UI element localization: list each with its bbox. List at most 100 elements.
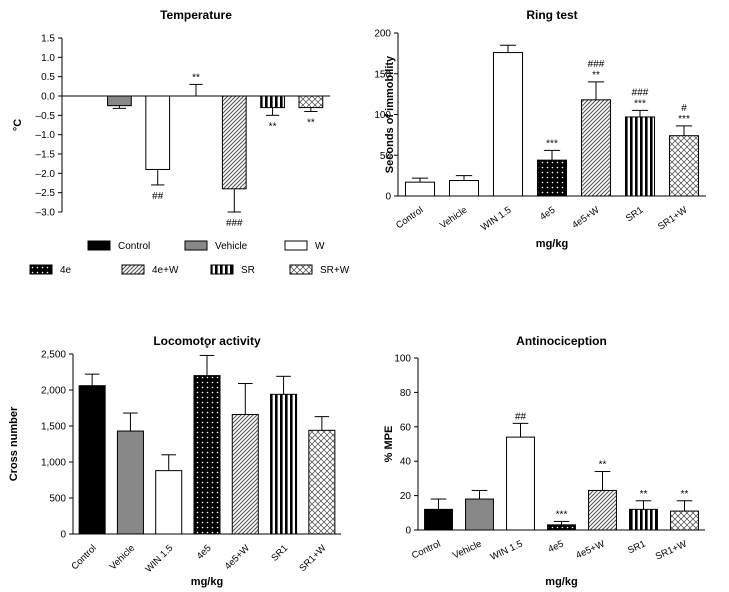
significance-label-sr1: **	[640, 489, 648, 500]
x-category-label-sr1: SR1	[626, 539, 647, 557]
x-category-label-win-1-5: WIN 1.5	[479, 205, 513, 234]
legend-item-w: W	[284, 240, 325, 252]
x-category-label-sr1-w: SR1+W	[654, 539, 689, 563]
significance-label-4e5-w: ###	[588, 59, 605, 70]
x-category-label-control: Control	[394, 205, 425, 232]
bar-w	[145, 95, 171, 170]
chart-title: Ring test	[526, 8, 577, 22]
bar-sr1	[270, 393, 298, 535]
legend-item-4e: 4e	[29, 264, 72, 276]
y-tick-label: 2,000	[41, 386, 66, 397]
y-tick-label: 100	[394, 354, 411, 365]
y-tick-label: 1,500	[41, 422, 66, 433]
y-tick-label: 0	[405, 526, 411, 537]
y-tick-label: 150	[374, 69, 391, 80]
bar-sr	[260, 95, 285, 109]
y-tick-label: 20	[400, 491, 412, 502]
legend-label: 4e	[60, 265, 72, 276]
significance-label-sr1: ***	[634, 98, 646, 109]
bar-sr-w	[298, 95, 324, 109]
significance-label-4e5-w: **	[599, 460, 607, 471]
x-category-label-4e5: 4e5	[546, 539, 565, 556]
legend-swatch	[29, 264, 53, 275]
bar-control	[78, 385, 106, 535]
legend-swatch	[87, 240, 111, 251]
y-tick-label: 0	[60, 530, 66, 541]
y-tick-label: 0	[385, 192, 391, 203]
bar-vehicle	[465, 498, 494, 531]
significance-label-sr: **	[269, 121, 277, 132]
x-axis-label: mg/kg	[545, 576, 577, 588]
bar-4e5-w	[231, 413, 259, 535]
significance-label-sr1-w: **	[681, 489, 689, 500]
y-tick-label: 60	[400, 422, 412, 433]
chart-title: Locomotor activity	[153, 334, 261, 348]
y-tick-label: –1.5	[36, 150, 56, 161]
legend-swatch	[184, 240, 208, 251]
x-category-label-vehicle: Vehicle	[451, 539, 483, 562]
y-tick-label: –1.0	[36, 130, 56, 141]
legend-item-sr: SR	[210, 264, 255, 276]
bar-sr1-w	[668, 135, 700, 197]
bar-win-1-5	[492, 52, 524, 197]
legend-label: Control	[118, 241, 150, 252]
bar-sr1	[629, 508, 658, 531]
bar-sr1	[624, 116, 656, 197]
y-axis-label: % MPE	[383, 426, 395, 463]
bar-sr1-w	[308, 429, 336, 535]
y-tick-label: 1.0	[41, 53, 55, 64]
significance-label-sr1-w: #	[681, 103, 687, 114]
significance-label-sr-w: **	[307, 117, 315, 128]
y-tick-label: 80	[400, 388, 412, 399]
y-tick-label: 200	[374, 29, 391, 40]
significance-label-sr1: ###	[632, 87, 649, 98]
x-category-label-control: Control	[69, 543, 98, 572]
significance-label-4e5-w: **	[592, 70, 600, 81]
bar-win-1-5	[155, 470, 183, 535]
significance-label-sr1-w: ***	[678, 114, 690, 125]
y-tick-label: 0.0	[41, 92, 55, 103]
x-category-label-win-1-5: WIN 1.5	[143, 543, 175, 575]
y-axis-label: °C	[12, 119, 24, 131]
y-axis-label: Cross number	[8, 406, 20, 481]
chart-panel-antinociception: Antinociception 0 20 40 60 80 100 % MPE Control V…	[383, 334, 705, 588]
legend-item-sr-w: SR+W	[289, 264, 350, 276]
x-category-label-sr1-w: SR1+W	[297, 543, 328, 574]
chart-panel-temperature: Temperature 1.5 1.0 0.5 0.0 –0.5 –1.0 –1.5 –2.0 –…	[12, 8, 330, 229]
significance-label-w: ##	[152, 191, 164, 202]
y-tick-label: 2,500	[41, 350, 66, 361]
bar-vehicle	[116, 430, 144, 535]
legend-swatch	[121, 264, 145, 275]
significance-label-win-1-5: ##	[515, 411, 527, 422]
y-tick-label: 40	[400, 457, 412, 468]
bar-4e5	[536, 159, 568, 197]
x-category-label-vehicle: Vehicle	[108, 543, 137, 572]
significance-label-4e5: ***	[546, 138, 558, 149]
x-category-label-4e5: 4e5	[538, 205, 557, 223]
y-tick-label: –0.5	[36, 111, 56, 122]
bar-control	[424, 508, 453, 531]
bar-4e5-w	[580, 99, 612, 197]
legend-label: W	[315, 241, 325, 252]
y-tick-label: 1,000	[41, 458, 66, 469]
x-category-label-vehicle: Vehicle	[438, 205, 469, 232]
chart-panel-locomotor-activity: Locomotor activity 0 500 1,000 1,500 2,000 2,5…	[8, 334, 341, 588]
y-tick-label: 100	[374, 110, 391, 121]
y-tick-label: –2.5	[36, 188, 56, 199]
legend-label: SR	[241, 265, 255, 276]
legend-item-control: Control	[87, 240, 150, 252]
significance-label-4e5: *	[205, 343, 209, 354]
bar-control	[404, 181, 436, 197]
legend: Control Vehicle W 4e 4e+W SR SR+W	[29, 240, 350, 276]
y-tick-label: 500	[49, 494, 66, 505]
x-category-label-4e5-w: 4e5+W	[570, 205, 601, 231]
significance-label-4e-w: ###	[226, 218, 243, 229]
bar-4e5	[547, 524, 576, 531]
chart-title: Temperature	[160, 8, 232, 22]
bar-4e5	[193, 375, 221, 535]
x-category-label-sr1: SR1	[269, 543, 290, 564]
bar-4e5-w	[588, 489, 617, 531]
legend-swatch	[210, 264, 234, 275]
chart-panel-ring-test: Ring test 0 50 100 150 200 Seconds of immobili…	[374, 8, 706, 250]
